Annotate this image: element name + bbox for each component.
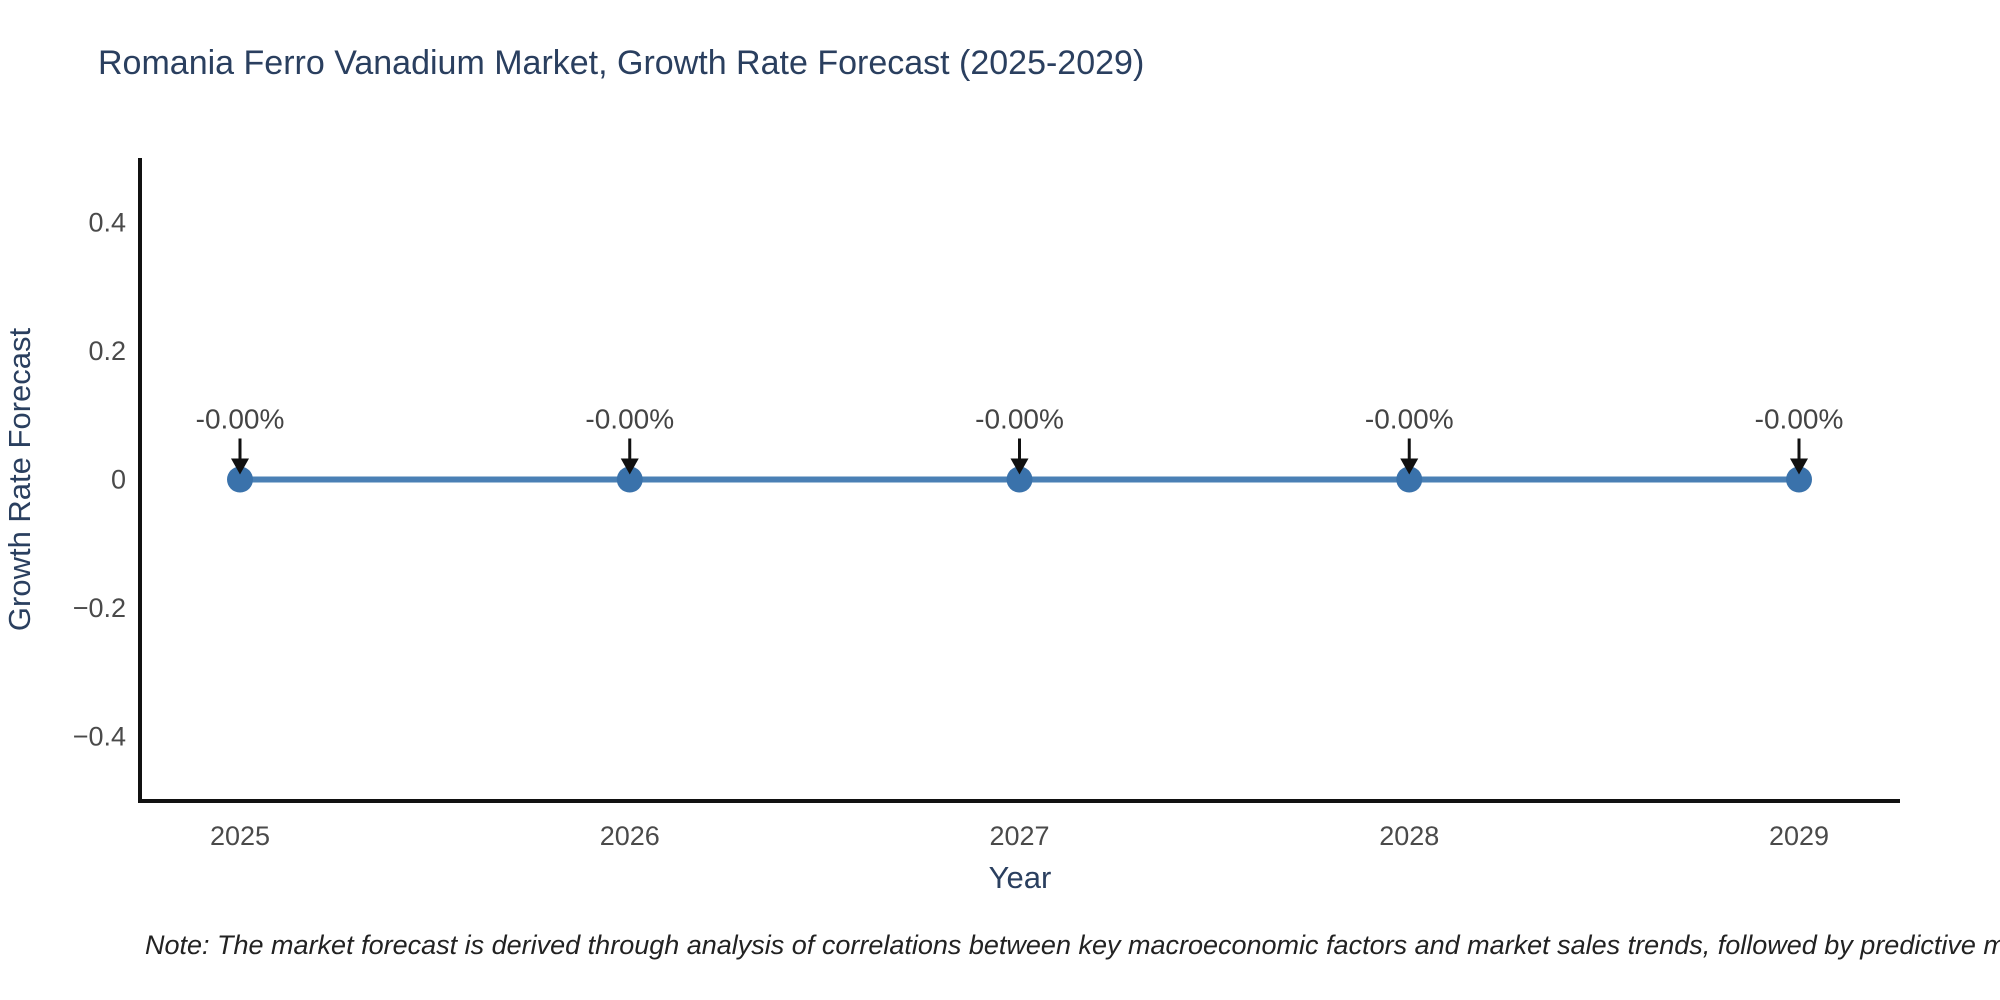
annotation-arrow-head xyxy=(1010,458,1029,475)
x-tick-label: 2026 xyxy=(600,821,660,851)
y-tick-label: 0.2 xyxy=(88,336,126,366)
x-tick-label: 2028 xyxy=(1379,821,1439,851)
annotation-arrow-head xyxy=(620,458,639,475)
data-point-marker[interactable] xyxy=(1786,466,1812,493)
data-point-label: -0.00% xyxy=(585,404,674,435)
x-axis-title: Year xyxy=(989,860,1052,895)
x-tick-label: 2027 xyxy=(989,821,1049,851)
chart-title: Romania Ferro Vanadium Market, Growth Ra… xyxy=(98,44,1145,82)
y-tick-label: −0.2 xyxy=(73,593,126,623)
chart-footnote: Note: The market forecast is derived thr… xyxy=(145,930,2000,960)
data-point-marker[interactable] xyxy=(227,466,253,493)
data-point-label: -0.00% xyxy=(1755,404,1844,435)
annotation-arrow-head xyxy=(231,458,249,475)
data-point-marker[interactable] xyxy=(1006,466,1033,493)
data-point-label: -0.00% xyxy=(196,404,285,435)
y-axis-title: Growth Rate Forecast xyxy=(2,328,37,632)
annotation-arrow-head xyxy=(1790,458,1808,475)
data-point-marker[interactable] xyxy=(1396,466,1423,493)
data-point-label: -0.00% xyxy=(975,404,1064,435)
x-tick-label: 2025 xyxy=(210,821,270,851)
annotation-arrow-head xyxy=(1400,458,1419,475)
y-tick-label: −0.4 xyxy=(73,722,126,752)
y-tick-label: 0.4 xyxy=(88,207,126,237)
y-tick-label: 0 xyxy=(111,465,126,495)
data-point-marker[interactable] xyxy=(616,466,643,493)
x-tick-label: 2029 xyxy=(1769,821,1829,851)
data-point-label: -0.00% xyxy=(1365,404,1454,435)
